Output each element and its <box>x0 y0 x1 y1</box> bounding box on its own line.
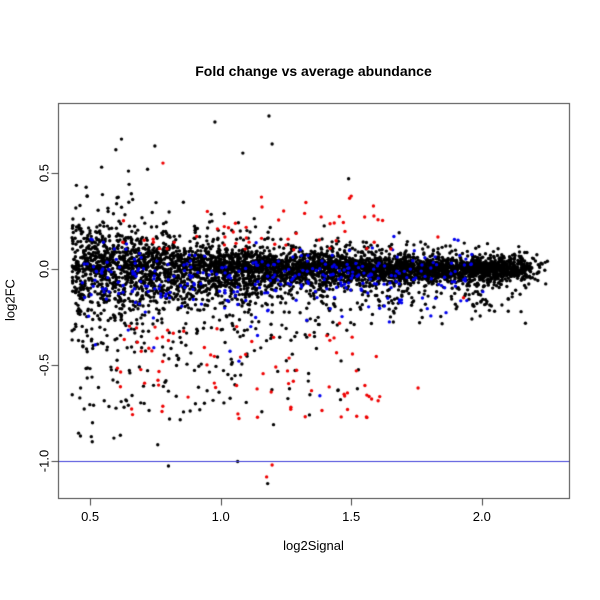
y-axis-label-text: log2FC <box>2 279 18 321</box>
x-axis-label: log2Signal <box>283 538 344 553</box>
x-tick-label: 1.0 <box>211 509 230 524</box>
y-tick-label: 0.0 <box>36 259 52 279</box>
x-tick-label: 2.0 <box>472 509 491 524</box>
chart-title: Fold change vs average abundance <box>195 63 432 79</box>
y-tick-label: -1.0 <box>36 449 52 473</box>
y-tick-label: -0.5 <box>36 353 52 377</box>
y-tick-label: 0.5 <box>36 164 52 183</box>
x-tick-label: 0.5 <box>81 509 100 524</box>
x-tick-label: 1.5 <box>342 509 361 524</box>
